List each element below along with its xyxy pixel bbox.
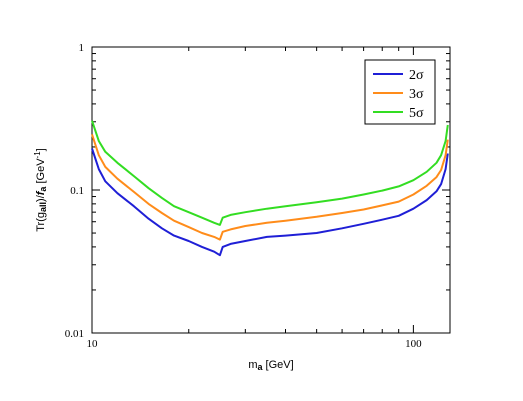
x-axis-label: ma [GeV] xyxy=(248,359,293,372)
series-line-3 xyxy=(91,120,449,226)
legend-label-2: 3σ xyxy=(409,87,424,102)
axis-ticks xyxy=(91,47,450,334)
legend: 2σ 3σ 5σ xyxy=(364,59,436,125)
y-tick-label: 0.01 xyxy=(65,328,84,340)
series-line-1 xyxy=(91,148,449,257)
y-axis-label: Tr(gaII)/fa [GeV-1] xyxy=(33,148,48,232)
tick-labels: 10 100 0.01 0.1 1 xyxy=(65,42,422,350)
legend-label-1: 2σ xyxy=(409,68,424,83)
y-tick-label: 1 xyxy=(79,42,85,54)
x-tick-label: 100 xyxy=(405,338,422,350)
series-line-2 xyxy=(91,133,449,241)
legend-label-3: 5σ xyxy=(409,106,424,121)
x-tick-label: 10 xyxy=(87,338,99,350)
series-lines xyxy=(91,120,449,257)
y-tick-label: 0.1 xyxy=(70,185,84,197)
